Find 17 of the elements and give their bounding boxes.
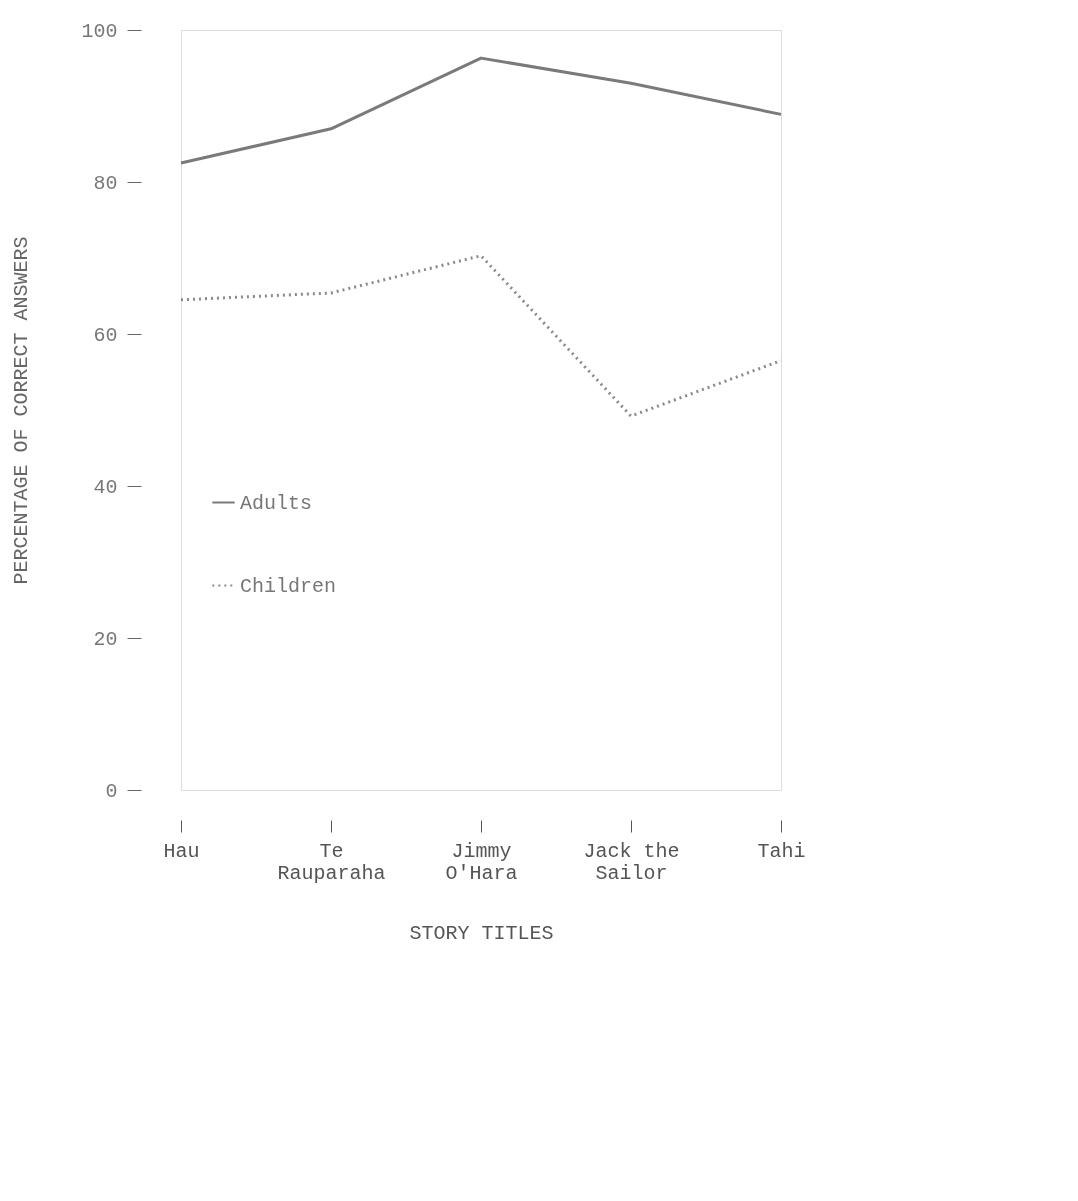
y-tick-label: 80	[93, 171, 118, 195]
x-tick-label: Jack the Sailor	[583, 839, 680, 885]
line-series	[179, 254, 783, 418]
y-tick-label: 20	[93, 627, 118, 651]
legend-label: Adults	[240, 491, 313, 515]
y-tick-label: 60	[93, 323, 118, 347]
x-tick-label: Te Rauparaha	[277, 839, 386, 885]
legend-label: Children	[240, 574, 337, 598]
x-axis-title: STORY TITLES	[409, 921, 554, 945]
line-series	[179, 56, 783, 165]
y-axis-title: PERCENTAGE OF CORRECT ANSWERS	[10, 236, 34, 585]
y-tick-label: 0	[105, 779, 118, 803]
x-tick-label: Jimmy O'Hara	[445, 839, 518, 885]
y-tick-label: 40	[93, 475, 118, 499]
x-tick-label: Tahi	[757, 839, 806, 863]
y-tick-label: 100	[81, 19, 118, 43]
x-tick-label: Hau	[163, 839, 200, 863]
